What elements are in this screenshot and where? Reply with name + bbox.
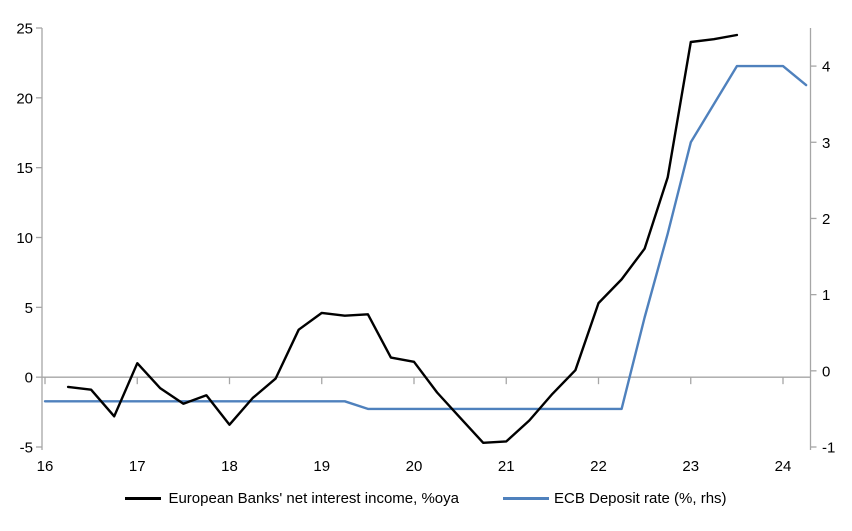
x-axis-tick-label: 20 [406,458,423,475]
left-axis-tick-label: 25 [16,21,33,38]
x-axis-tick-label: 24 [775,458,792,475]
x-axis-tick-label: 16 [37,458,54,475]
x-axis-tick-label: 21 [498,458,515,475]
legend-item-ecb-deposit-rate: ECB Deposit rate (%, rhs) [502,490,727,507]
left-axis-tick-label: 20 [16,90,33,107]
legend-label-net-interest-income: European Banks' net interest income, %oy… [168,490,459,507]
left-axis-tick-label: -5 [20,440,33,457]
right-axis-tick-label: 4 [822,59,830,76]
left-axis-tick-label: 15 [16,160,33,177]
left-axis-tick-label: 5 [25,300,33,317]
x-axis-tick-label: 23 [682,458,699,475]
x-axis-tick-label: 17 [129,458,146,475]
right-axis-tick-label: 0 [822,363,830,380]
legend: European Banks' net interest income, %oy… [0,490,852,507]
legend-line-sample-black [125,497,162,500]
x-axis-tick-label: 22 [590,458,607,475]
right-axis-tick-label: 2 [822,211,830,228]
right-axis-tick-label: 3 [822,135,830,152]
series-line-net-interest-income [66,33,739,444]
x-axis-tick-label: 19 [313,458,330,475]
right-axis-tick-label: -1 [822,440,835,457]
x-axis-tick-label: 18 [221,458,238,475]
legend-label-ecb-deposit-rate: ECB Deposit rate (%, rhs) [553,490,727,507]
left-axis-tick-label: 0 [25,370,33,387]
right-axis-tick-label: 1 [822,287,830,304]
legend-item-net-interest-income: European Banks' net interest income, %oy… [125,490,459,507]
series-line-ecb-deposit-rate [43,64,808,411]
legend-line-sample-blue [502,497,549,500]
left-axis-tick-label: 10 [16,230,33,247]
